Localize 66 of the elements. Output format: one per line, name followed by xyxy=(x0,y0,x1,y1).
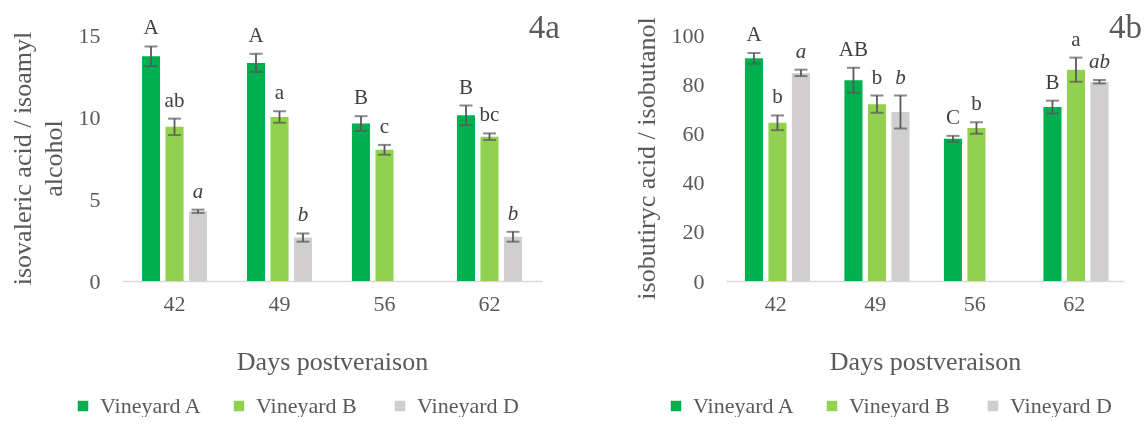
y-tick-label: 40 xyxy=(682,170,705,196)
bar xyxy=(456,115,476,281)
legend-label: Vineyard B xyxy=(849,393,950,418)
data-label: a xyxy=(274,80,285,105)
data-label: b xyxy=(871,64,883,89)
data-label: A xyxy=(143,15,160,40)
data-label: a xyxy=(1071,26,1082,51)
bar xyxy=(141,56,161,281)
y-tick-label: 80 xyxy=(682,71,705,97)
x-tick-label: 42 xyxy=(764,290,787,316)
data-label: C xyxy=(945,104,960,129)
y-axis-title: isovaleric acid / isoamyl alcohol xyxy=(7,31,68,286)
bar xyxy=(844,80,863,281)
annotation: 4b xyxy=(1109,9,1142,45)
y-tick-label: 20 xyxy=(682,219,705,245)
data-label: B xyxy=(1045,69,1060,94)
legend-label: Vineyard B xyxy=(256,393,357,418)
x-tick-label: 62 xyxy=(1063,290,1086,316)
data-label: A xyxy=(248,22,265,47)
bar xyxy=(744,58,763,281)
x-tick-label: 56 xyxy=(963,290,986,316)
y-axis-title: isobutiryc acid / isobutanol xyxy=(631,17,661,300)
x-tick-label: 49 xyxy=(268,290,291,316)
bar xyxy=(351,123,371,281)
bar xyxy=(768,122,787,281)
data-label: b xyxy=(772,84,783,109)
data-label: AB xyxy=(838,36,869,61)
legend-label: Vineyard D xyxy=(1010,393,1112,418)
data-label: B xyxy=(353,85,369,110)
data-label: a xyxy=(192,178,204,203)
data-label: A xyxy=(746,21,763,46)
annotation: 4a xyxy=(528,9,561,45)
y-tick-label: 10 xyxy=(78,104,101,130)
legend-label: Vineyard A xyxy=(100,393,201,418)
legend-label: Vineyard A xyxy=(693,393,794,418)
y-tick-label: 60 xyxy=(682,120,705,146)
bar xyxy=(1066,69,1085,281)
bar xyxy=(967,127,986,281)
x-tick-label: 42 xyxy=(163,290,186,316)
bar xyxy=(375,149,394,281)
data-label: b xyxy=(895,64,906,89)
data-label: ab xyxy=(164,87,185,112)
y-tick-label: 5 xyxy=(89,186,101,212)
x-axis-title: Days postveraison xyxy=(829,346,1022,376)
data-label: c xyxy=(379,113,390,138)
data-label: B xyxy=(458,74,474,99)
x-tick-label: 49 xyxy=(864,290,887,316)
data-label: bc xyxy=(479,102,500,127)
y-tick-label: 15 xyxy=(78,22,101,48)
x-axis-title: Days postveraison xyxy=(236,346,429,376)
data-label: b xyxy=(507,200,519,225)
x-tick-label: 56 xyxy=(373,290,396,316)
bar xyxy=(165,126,184,281)
bar xyxy=(1043,107,1062,281)
bar xyxy=(867,104,886,281)
data-label: b xyxy=(297,202,309,227)
y-tick-label: 0 xyxy=(693,268,705,294)
bar xyxy=(246,62,266,281)
data-label: b xyxy=(971,91,982,116)
legend-label: Vineyard D xyxy=(417,393,519,418)
data-label: a xyxy=(795,38,807,63)
x-tick-label: 62 xyxy=(478,290,501,316)
y-tick-label: 100 xyxy=(671,22,705,48)
y-tick-label: 0 xyxy=(89,268,101,294)
bar xyxy=(270,117,289,281)
data-label: ab xyxy=(1088,49,1110,74)
